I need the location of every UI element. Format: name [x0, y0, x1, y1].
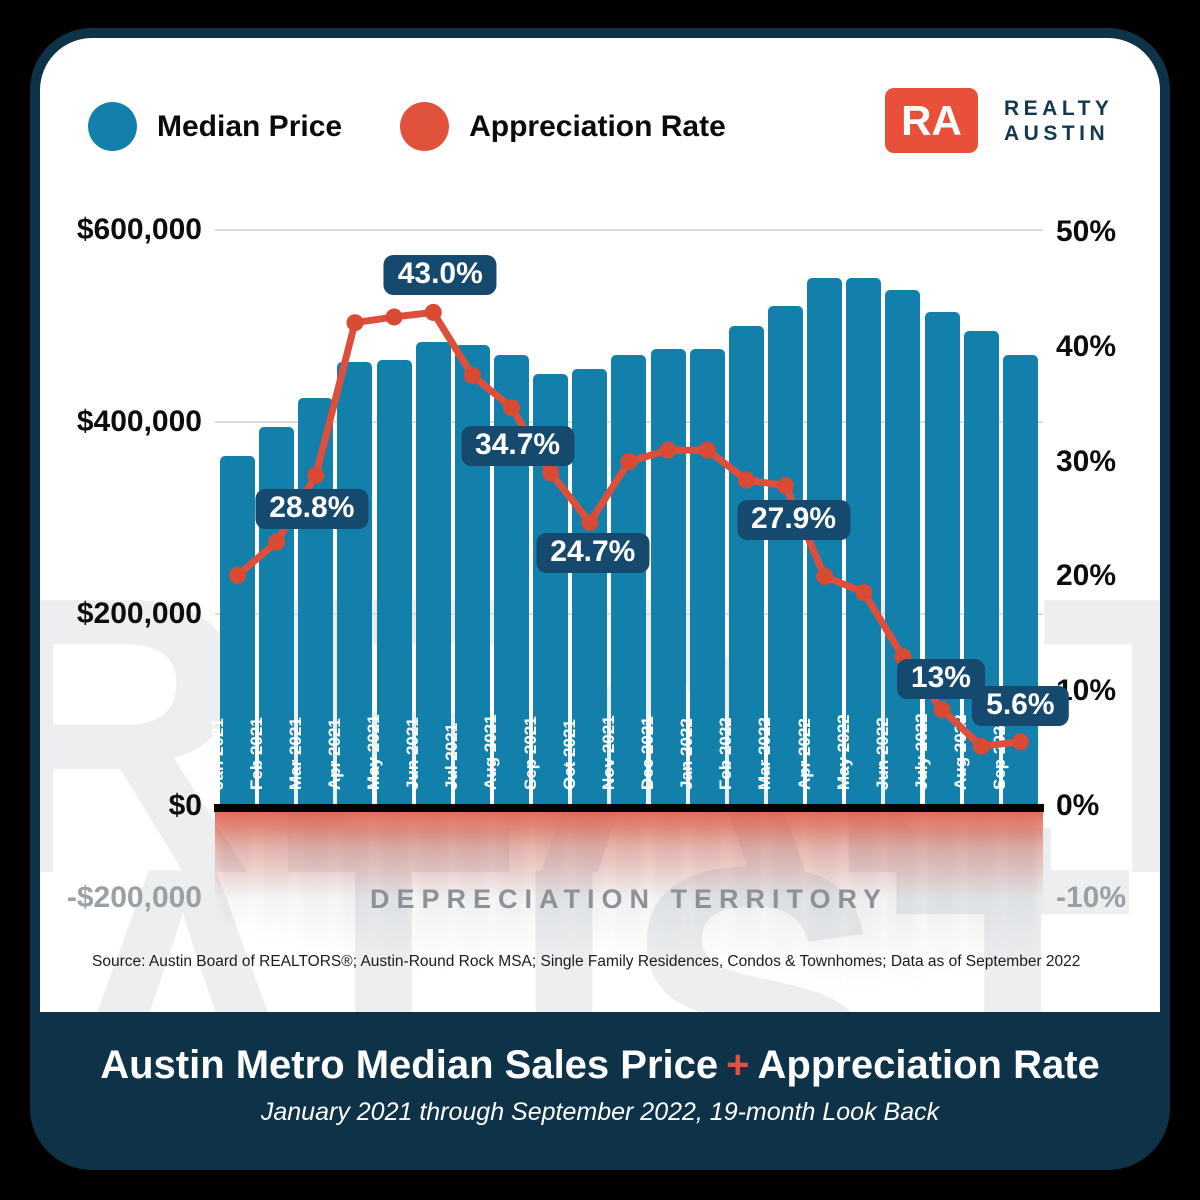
logo-wordmark-line2: AUSTIN	[1004, 121, 1110, 145]
right-axis-tick: 40%	[1056, 329, 1117, 363]
month-label: May 2021	[364, 714, 384, 790]
callout-24.7-pct: 24.7%	[536, 533, 650, 574]
month-label: Nov 2021	[598, 715, 618, 790]
callout-13-pct: 13%	[896, 658, 985, 699]
month-label: Jan 2022	[677, 718, 697, 790]
right-axis-tick-negative: -10%	[1056, 881, 1127, 914]
zero-baseline	[214, 804, 1044, 812]
left-axis-tick: $600,000	[76, 213, 202, 246]
month-label: Feb 2021	[246, 717, 266, 790]
logo-wordmark-line1: REALTY	[1004, 96, 1114, 120]
left-axis-tick: $0	[168, 789, 202, 822]
chart-title: Austin Metro Median Sales Price + Apprecia…	[40, 1040, 1160, 1090]
appreciation-rate-legend-dot	[400, 102, 450, 151]
right-axis-tick: 50%	[1056, 215, 1117, 248]
month-label: Jun 2021	[403, 717, 423, 790]
month-label: Feb 2022	[716, 717, 736, 790]
callout-34.7-pct: 34.7%	[461, 425, 575, 466]
callout-43.0-pct: 43.0%	[383, 255, 497, 296]
chart-subtitle: January 2021 through September 2022, 19-…	[260, 1098, 940, 1126]
month-label: Jul 2021	[442, 722, 462, 790]
median-price-legend-dot	[88, 102, 137, 151]
callout-28.8-pct: 28.8%	[255, 489, 369, 530]
logo-badge-ra: RA	[885, 88, 978, 153]
month-label: Dec 2021	[638, 716, 658, 790]
month-label: Mar 2022	[755, 717, 775, 790]
left-axis-tick: $200,000	[76, 597, 202, 630]
median-price-legend-label: Median Price	[157, 109, 343, 143]
month-label: Jun 2022	[872, 717, 892, 790]
chart-title-plus: +	[726, 1043, 750, 1087]
month-label: Apr 2021	[324, 718, 344, 790]
chart-title-part1: Austin Metro Median Sales Price	[100, 1043, 719, 1087]
source-attribution: Source: Austin Board of REALTORS®; Austi…	[92, 953, 1081, 970]
month-label: May 2022	[833, 714, 853, 790]
month-label: Jan 2021	[207, 718, 227, 790]
right-axis-tick: 20%	[1056, 559, 1117, 593]
month-label: Aug 2021	[481, 714, 501, 790]
left-axis-tick: $400,000	[76, 405, 202, 438]
month-label: Sep 2021	[520, 716, 540, 790]
month-label: Oct 2021	[559, 719, 579, 790]
left-axis-tick-negative: -$200,000	[66, 881, 202, 914]
month-label: Mar 2021	[285, 717, 305, 790]
logo-wordmark: REALTY AUSTIN	[1004, 96, 1113, 146]
depreciation-territory-annotation: DEPRECIATION TERRITORY	[369, 884, 889, 914]
depreciation-gradient-band	[215, 812, 1043, 902]
legend: Median Price Appreciation Rate	[88, 102, 726, 151]
right-axis-tick: 30%	[1056, 444, 1117, 478]
right-axis-tick: 0%	[1056, 789, 1100, 822]
callout-27.9-pct: 27.9%	[736, 499, 851, 540]
realty-austin-logo: RA REALTY AUSTIN	[885, 88, 1113, 153]
callout-5.6-pct: 5.6%	[972, 685, 1069, 726]
gridline	[215, 229, 1043, 231]
chart-title-part2: Appreciation Rate	[757, 1043, 1100, 1087]
appreciation-rate-legend-label: Appreciation Rate	[469, 109, 726, 143]
month-label: Apr 2022	[794, 718, 814, 790]
